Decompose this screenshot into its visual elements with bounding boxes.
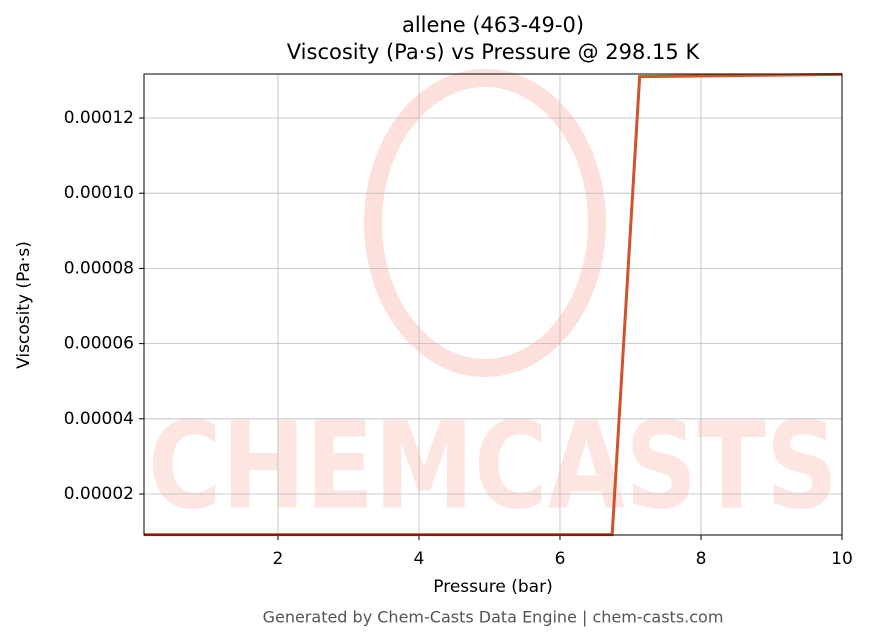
x-tick-label: 4 bbox=[414, 549, 425, 569]
watermark: CHEMCASTS bbox=[148, 398, 838, 537]
plot-frame bbox=[143, 73, 843, 536]
watermark-logo bbox=[364, 69, 606, 377]
x-tick-label: 6 bbox=[555, 549, 566, 569]
chart-subtitle: Viscosity (Pa·s) vs Pressure @ 298.15 K bbox=[287, 40, 701, 64]
x-tick-label: 2 bbox=[273, 549, 284, 569]
y-axis-label: Viscosity (Pa·s) bbox=[14, 241, 34, 369]
y-tick-label: 0.00008 bbox=[64, 258, 134, 278]
x-tick-label: 10 bbox=[831, 549, 853, 569]
y-tick-label: 0.00006 bbox=[64, 334, 134, 354]
chart-title: allene (463-49-0) bbox=[402, 13, 584, 37]
footer: Generated by Chem-Casts Data Engine | ch… bbox=[263, 608, 724, 627]
x-tick-label: 8 bbox=[696, 549, 707, 569]
y-tick-label: 0.00012 bbox=[64, 108, 134, 128]
y-tick-label: 0.00010 bbox=[64, 183, 134, 203]
x-axis-label: Pressure (bar) bbox=[433, 577, 552, 597]
y-tick-label: 0.00004 bbox=[64, 409, 134, 429]
y-tick-label: 0.00002 bbox=[64, 484, 134, 504]
